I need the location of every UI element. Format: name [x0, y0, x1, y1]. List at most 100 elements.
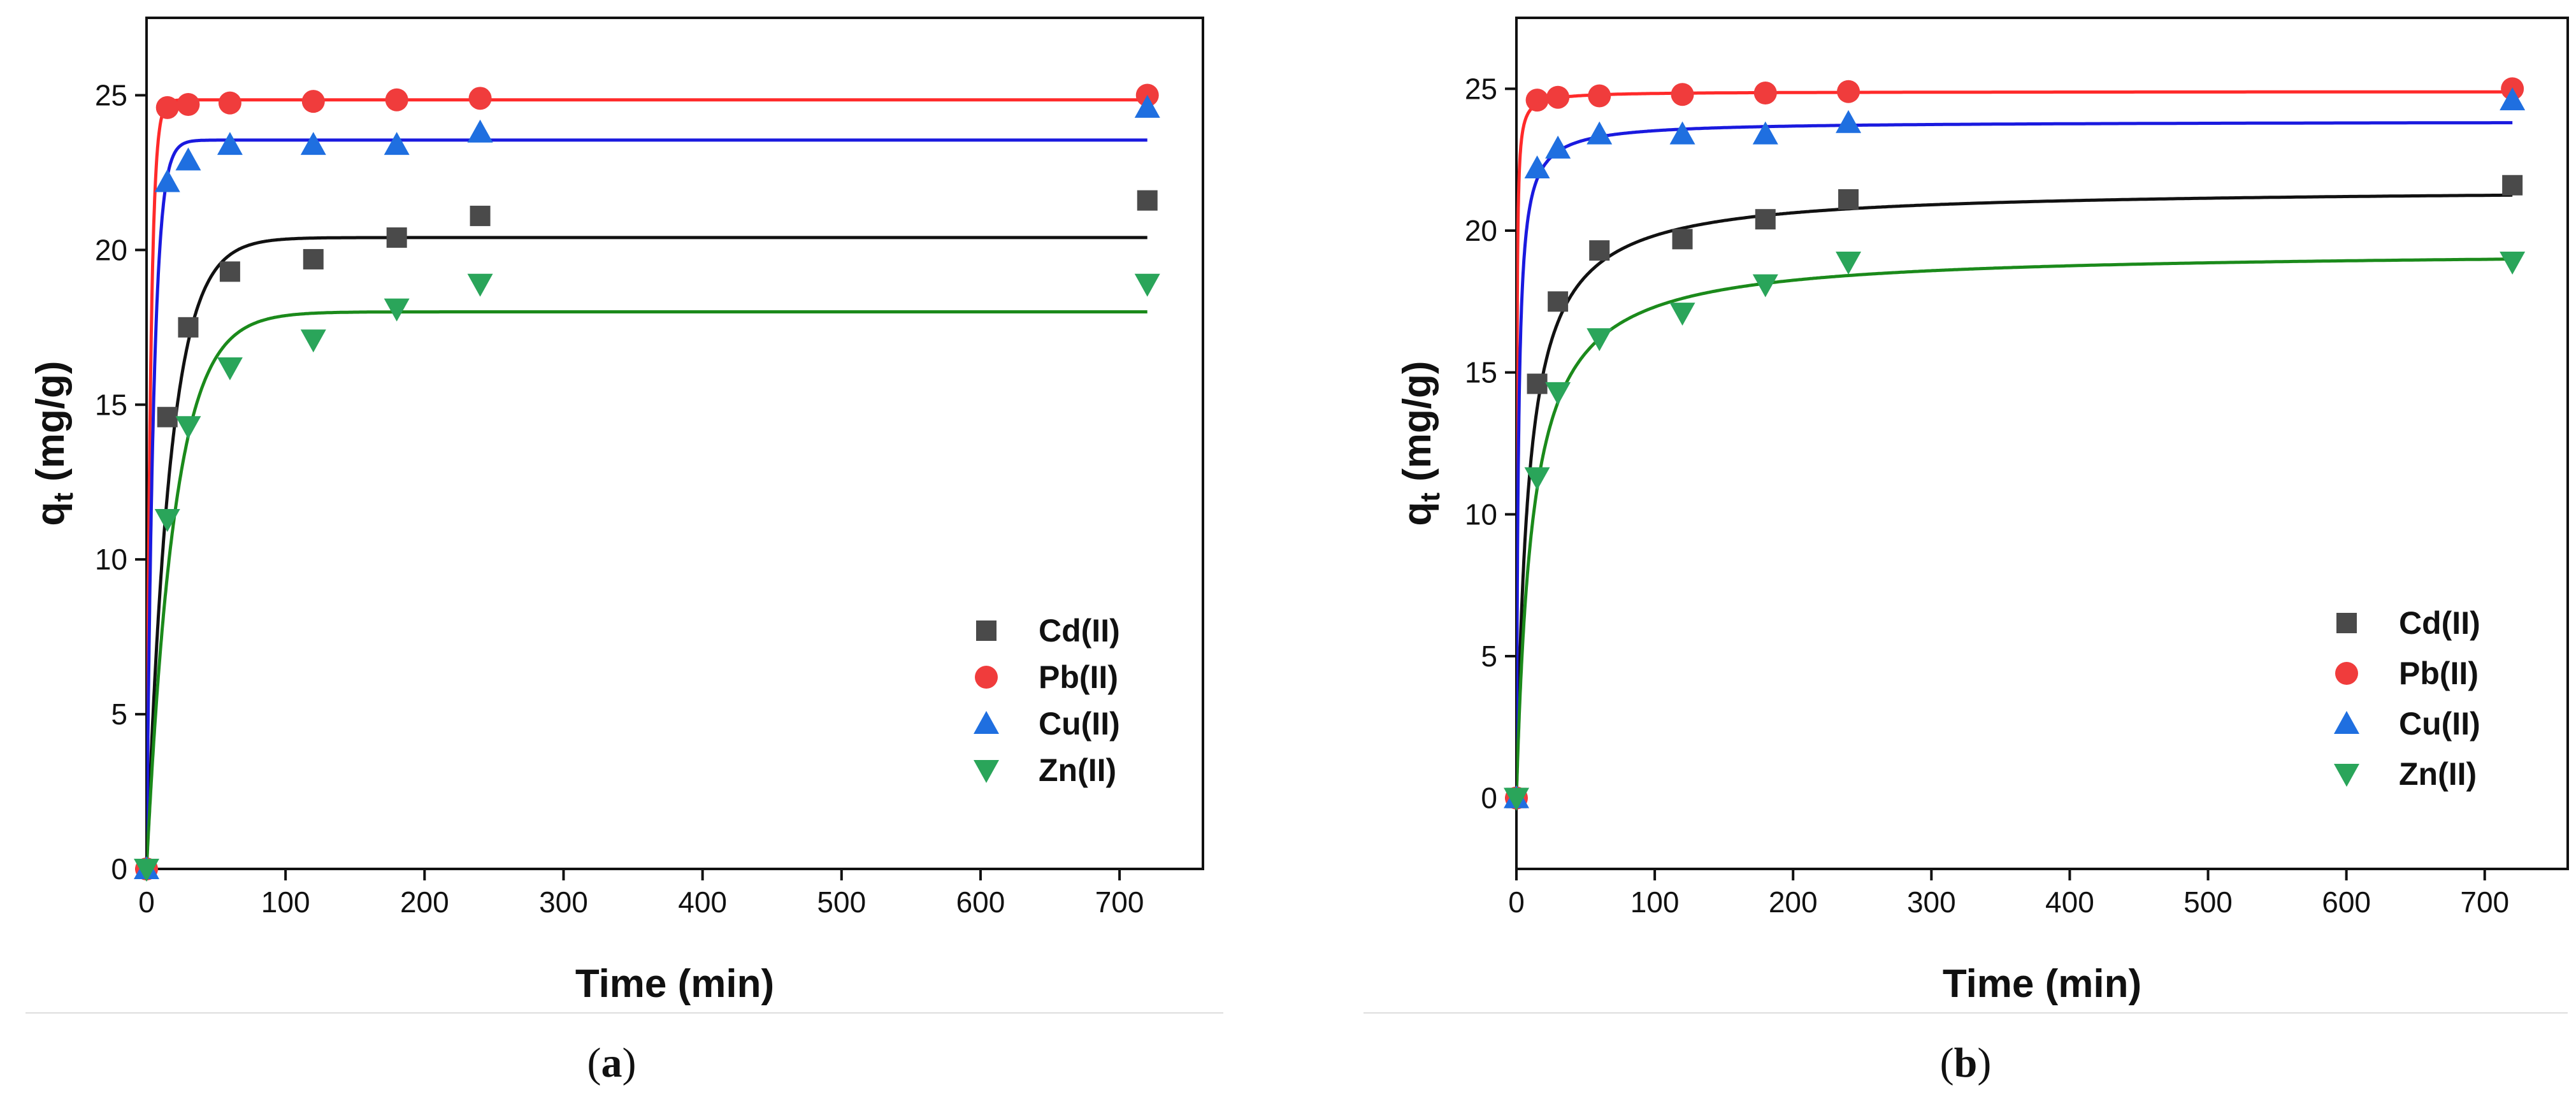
panel-caption-open: (: [587, 1040, 601, 1086]
y-tick-label: 15: [1465, 356, 1497, 389]
data-point-cu: [1752, 121, 1778, 145]
data-point-pb: [1753, 82, 1777, 105]
data-point-pb: [1671, 83, 1694, 106]
x-tick-label: 700: [2460, 885, 2509, 919]
y-tick-label: 0: [1481, 782, 1497, 815]
data-point-pb: [301, 90, 325, 113]
x-tick-label: 100: [1630, 885, 1680, 919]
data-point-cd: [470, 205, 491, 226]
panel-caption: (a): [587, 1040, 637, 1086]
y-tick-label: 20: [1465, 214, 1497, 247]
chart-panel-b: 0 100 200 300 400 500 600 700 0 5 10 15 20 25 Time (mi…: [1364, 17, 2569, 1086]
y-tick-label: 0: [111, 852, 127, 885]
legend-marker-cu: [2334, 711, 2359, 734]
x-tick-label: 600: [2322, 885, 2371, 919]
data-point-pb: [176, 93, 200, 117]
data-point-cu: [1836, 110, 1862, 133]
data-point-zn: [467, 273, 493, 297]
data-point-zn: [384, 298, 410, 322]
panel-caption: (b): [1940, 1040, 1992, 1086]
data-point-cu: [217, 132, 243, 155]
data-point-cd: [1755, 209, 1776, 230]
x-tick-label: 0: [138, 885, 155, 919]
data-point-zn: [1504, 787, 1529, 811]
data-point-zn: [217, 357, 243, 380]
legend-marker-cd: [2336, 613, 2357, 633]
data-point-zn: [154, 509, 180, 533]
data-point-cd: [157, 406, 178, 427]
y-axis-label-unit: (mg/g): [1395, 361, 1439, 492]
legend-label: Zn(II): [2399, 756, 2477, 792]
data-point-cd: [1672, 229, 1693, 250]
y-tick-label: 25: [95, 78, 127, 111]
panel-caption-letter: a: [601, 1040, 622, 1086]
y-tick-label: 5: [1481, 640, 1497, 673]
data-point-cd: [1527, 373, 1548, 394]
legend-label: Cu(II): [1039, 706, 1120, 742]
y-axis-label-main: q: [1395, 502, 1439, 526]
data-point-cu: [1669, 121, 1695, 145]
legend-marker-pb: [975, 666, 998, 689]
y-axis-label: qt (mg/g): [29, 361, 79, 526]
data-point-zn: [1524, 467, 1550, 491]
legend-marker-cd: [976, 620, 997, 641]
data-point-cu: [300, 132, 326, 155]
data-point-cu: [154, 169, 180, 192]
fit-line-cd: [147, 236, 1148, 869]
chart-panel-a: 0 100 200 300 400 500 600 700 0 5 10 15 20 25 Time (mi…: [25, 17, 1223, 1086]
fit-line-pb: [147, 98, 1148, 869]
data-point-cu: [1545, 135, 1571, 159]
y-tick-label: 5: [111, 698, 127, 731]
data-point-pb: [385, 88, 408, 111]
data-point-cd: [2502, 175, 2523, 196]
y-axis-label-subscript: t: [48, 492, 79, 502]
data-point-zn: [2500, 251, 2526, 275]
data-point-cu: [2500, 87, 2526, 111]
data-point-zn: [1587, 328, 1613, 352]
x-tick-label: 400: [2045, 885, 2094, 919]
data-point-cd: [303, 248, 324, 269]
data-point-cu: [1134, 94, 1160, 118]
legend-label: Pb(II): [1039, 659, 1118, 695]
legend-marker-zn: [2334, 764, 2359, 787]
data-point-cd: [1548, 291, 1569, 312]
y-axis-label-unit: (mg/g): [29, 361, 73, 492]
data-point-cu: [384, 132, 410, 155]
data-point-zn: [1134, 273, 1160, 297]
x-tick-label: 0: [1508, 885, 1525, 919]
x-tick-label: 200: [400, 885, 449, 919]
x-axis-label: Time (min): [575, 962, 774, 1006]
fit-line-cu: [1516, 121, 2513, 798]
data-point-zn: [1669, 303, 1695, 326]
data-point-pb: [1546, 85, 1570, 109]
y-tick-label: 10: [95, 543, 127, 576]
x-axis-label: Time (min): [1943, 962, 2141, 1006]
fit-line-cd: [1516, 193, 2513, 798]
data-point-pb: [218, 91, 241, 115]
data-point-pb: [468, 87, 492, 110]
data-point-cd: [386, 227, 407, 248]
y-axis-label-main: q: [29, 502, 73, 526]
fit-line-zn: [1516, 257, 2513, 798]
y-axis-label: qt (mg/g): [1395, 361, 1446, 526]
y-tick-label: 15: [95, 388, 127, 421]
y-axis-label-subscript: t: [1414, 492, 1446, 502]
x-tick-label: 500: [2184, 885, 2233, 919]
data-point-zn: [1836, 251, 1862, 275]
data-point-pb: [1525, 89, 1549, 112]
data-point-cu: [467, 119, 493, 143]
y-tick-label: 20: [95, 233, 127, 266]
x-tick-label: 300: [1907, 885, 1956, 919]
data-point-zn: [1752, 274, 1778, 298]
x-tick-label: 300: [539, 885, 588, 919]
fit-line-zn: [147, 310, 1148, 869]
panel-caption-close: ): [1977, 1040, 1991, 1086]
plot-frame: [145, 17, 1204, 870]
x-tick-label: 400: [678, 885, 727, 919]
x-tick-label: 500: [817, 885, 866, 919]
y-tick-label: 10: [1465, 498, 1497, 531]
fit-line-cu: [147, 138, 1148, 869]
data-point-cd: [219, 261, 240, 282]
x-tick-label: 600: [956, 885, 1005, 919]
data-point-zn: [1545, 382, 1571, 405]
